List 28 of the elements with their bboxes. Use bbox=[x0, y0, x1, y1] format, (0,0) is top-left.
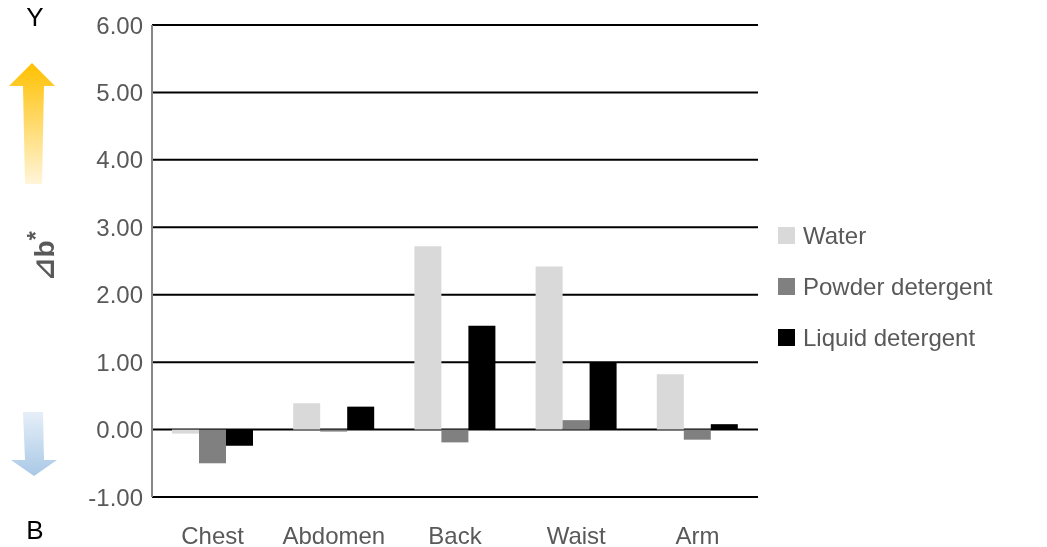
y-tick-label: 4.00 bbox=[96, 146, 143, 174]
legend-label: Water bbox=[803, 221, 867, 250]
bar bbox=[293, 403, 321, 430]
y-tick-label: -1.00 bbox=[88, 483, 143, 511]
bar bbox=[199, 429, 226, 464]
y-tick-label: 2.00 bbox=[96, 281, 143, 309]
y-tick-label: 1.00 bbox=[96, 348, 143, 376]
x-tick-label: Chest bbox=[181, 522, 245, 547]
bar bbox=[683, 429, 711, 440]
bar bbox=[535, 266, 563, 430]
legend-label: Powder detergent bbox=[803, 272, 993, 301]
bar bbox=[441, 429, 469, 443]
bar bbox=[562, 420, 590, 430]
y-tick-label: 3.00 bbox=[96, 213, 143, 241]
bar bbox=[656, 374, 684, 430]
text: B bbox=[26, 514, 44, 546]
x-tick-label: Arm bbox=[675, 522, 720, 547]
bar bbox=[320, 429, 348, 432]
bar bbox=[414, 246, 442, 430]
bar bbox=[172, 429, 199, 434]
x-tick-label: Abdomen bbox=[282, 522, 386, 547]
x-tick-label: Waist bbox=[546, 522, 607, 547]
text: Y bbox=[26, 1, 44, 33]
legend-label: Liquid detergent bbox=[803, 323, 976, 352]
x-tick-label: Back bbox=[428, 522, 483, 547]
y-tick-label: 0.00 bbox=[96, 416, 143, 444]
y-tick-label: 5.00 bbox=[96, 78, 143, 106]
y-tick-label: 6.00 bbox=[96, 11, 143, 39]
